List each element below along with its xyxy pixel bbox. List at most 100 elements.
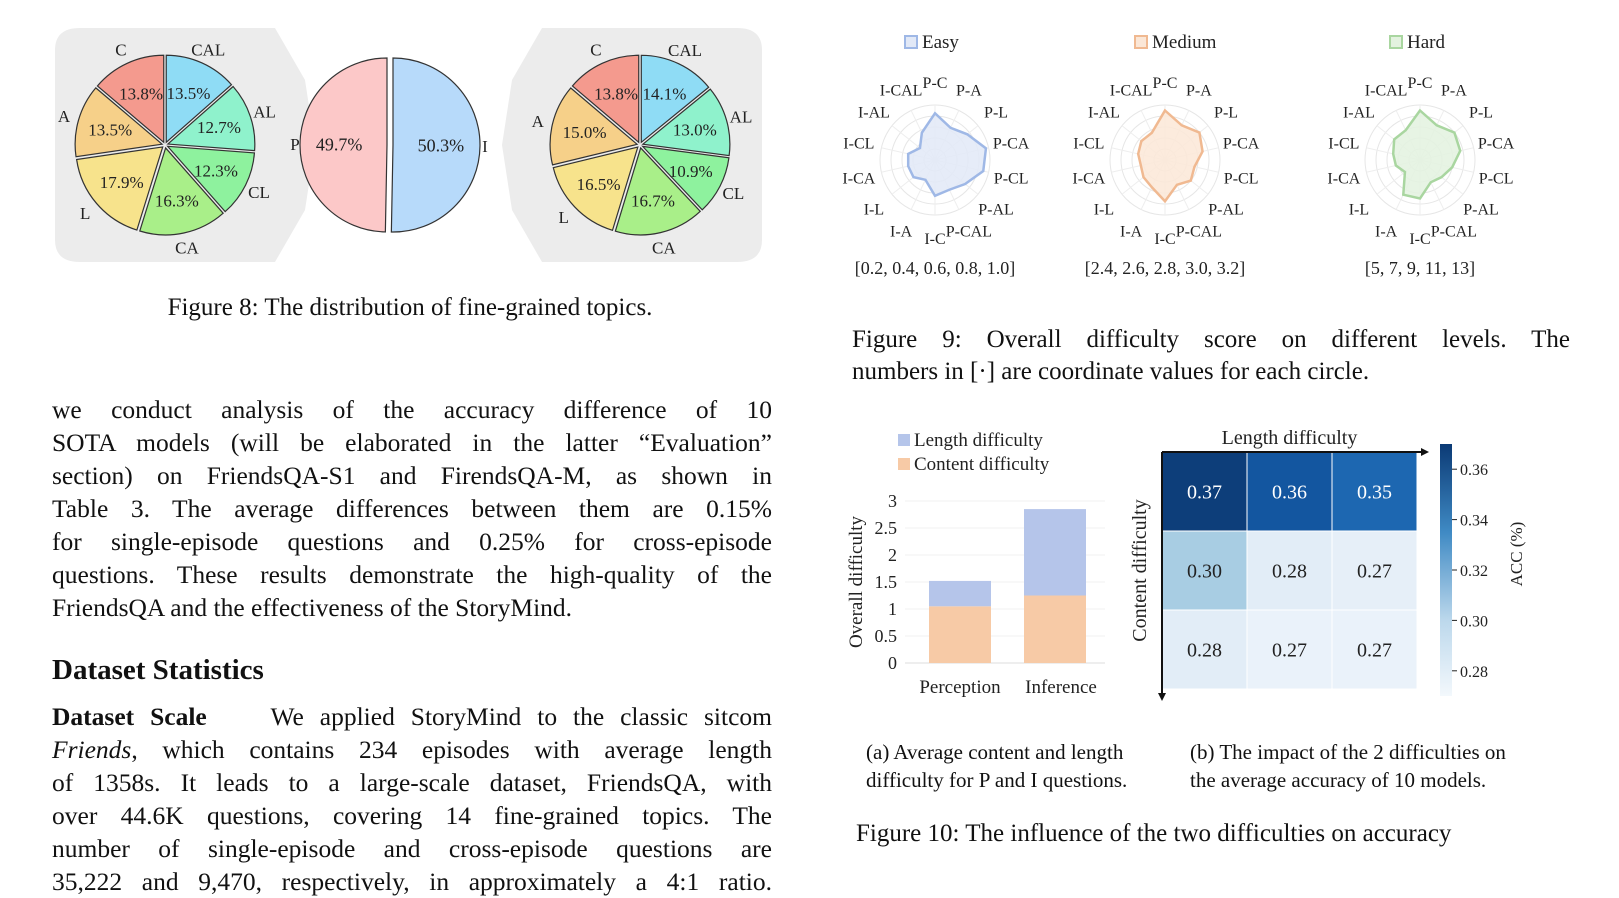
- radar-axis-label: I-A: [890, 223, 913, 240]
- radar-axis-label: P-CL: [994, 170, 1029, 187]
- radar-axis-label: I-L: [864, 202, 884, 219]
- radar-axis-label: I-L: [1349, 202, 1369, 219]
- radar-axis-label: I-L: [1094, 202, 1114, 219]
- legend-swatch: [898, 458, 910, 470]
- radar-axis-label: P-A: [1186, 83, 1212, 100]
- y-tick-label: 2: [888, 545, 897, 565]
- pie-value-label: 17.9%: [100, 173, 144, 192]
- radar-axis-label: I-C: [1154, 231, 1175, 248]
- legend-swatch: [1134, 35, 1148, 49]
- fig10-charts: Length difficulty Content difficulty 0 0.5 1…: [846, 427, 1526, 701]
- scale-lines: of 1358s. It leads to a large-scale data…: [52, 766, 772, 898]
- radar-axis-label: P-A: [956, 83, 982, 100]
- heatmap-cell-label: 0.28: [1187, 640, 1222, 662]
- x-tick-label: Inference: [1025, 677, 1097, 698]
- pie-slice-cl: [166, 145, 256, 213]
- radar-axis-label: P-L: [984, 104, 1008, 121]
- scale-line: of 1358s. It leads to a large-scale data…: [52, 768, 772, 797]
- paragraph-lines: we conduct analysis of the accuracy diff…: [52, 393, 772, 624]
- radar-axis-label: P-CAL: [1431, 223, 1477, 240]
- pie-value-label: 50.3%: [418, 135, 465, 155]
- radar-axis-label: P-AL: [1463, 202, 1499, 219]
- pie-slice-a: [74, 87, 164, 158]
- pie-value-label: 13.0%: [673, 120, 717, 139]
- figure-10: Length difficulty Content difficulty 0 0.5 1…: [840, 427, 1590, 730]
- legend-label: Content difficulty: [914, 454, 1050, 475]
- fig10b-caption-line1: (b) The impact of the 2 difficulties on: [1190, 740, 1506, 764]
- heatmap-x-label: Length difficulty: [1222, 430, 1358, 449]
- heatmap-chart: Length difficulty 0.37 0.36 0.35 0.30 0.28 0.2…: [1129, 427, 1429, 701]
- y-tick-label: 1.5: [875, 572, 898, 592]
- pie-value-label: 16.3%: [155, 192, 199, 211]
- radar-axis-label: P-AL: [1208, 202, 1244, 219]
- bar-segment: [1024, 595, 1086, 663]
- pie-category-label: CAL: [668, 41, 702, 60]
- pie-category-label: CL: [248, 183, 270, 202]
- x-tick-label: Perception: [919, 677, 1001, 698]
- fig8-caption: Figure 8: The distribution of fine-grain…: [167, 294, 653, 321]
- legend-swatch: [904, 35, 918, 49]
- figure-9: Easy P-C P-A P-L P-CA P-CL P-AL P-CAL I-C I-A I-L I…: [840, 20, 1580, 300]
- heatmap-cell: [1246, 530, 1333, 611]
- heatmap-cell-label: 0.30: [1187, 561, 1222, 583]
- radar-axis-label: I-CL: [1328, 136, 1359, 153]
- stacked-bar-chart: Length difficulty Content difficulty 0 0.5 1…: [846, 430, 1105, 698]
- radar-axis-label: I-CAL: [1365, 83, 1408, 100]
- dataset-scale-line2: Friends, which contains 234 episodes wit…: [52, 733, 772, 766]
- radar-tick-values: [5, 7, 9, 11, 13]: [1365, 258, 1475, 278]
- y-axis-label: Overall difficulty: [846, 515, 867, 648]
- y-tick-label: 3: [888, 491, 897, 511]
- scale-line: number of single-episode and cross-episo…: [52, 834, 772, 863]
- friends-italic: Friends: [52, 735, 132, 764]
- fig10a-caption-line2: difficulty for P and I questions.: [866, 768, 1128, 792]
- radar-axis-label: I-AL: [1088, 104, 1120, 121]
- pie-slice-p: [299, 57, 388, 233]
- center-pie: 50.3% I 49.7% P: [290, 57, 488, 233]
- radar-axis-label: P-C: [1153, 75, 1178, 92]
- pie-category-label: L: [80, 204, 90, 223]
- heatmap-cell: [1161, 609, 1248, 690]
- pie-category-label: A: [532, 112, 545, 131]
- pie-category-label: CL: [723, 184, 745, 203]
- pie-value-label: 12.3%: [194, 161, 238, 180]
- pie-value-label: 16.5%: [577, 175, 621, 194]
- heatmap-cell-label: 0.37: [1187, 482, 1222, 504]
- pie-slice-cal: [165, 54, 233, 144]
- pie-slice-c: [571, 54, 640, 144]
- pie-category-label: A: [58, 107, 71, 126]
- colorbar-label: ACC (%): [1507, 522, 1526, 587]
- bar-segment: [929, 606, 991, 663]
- pie-slice-l: [75, 146, 164, 231]
- heatmap-cell-label: 0.27: [1357, 561, 1392, 583]
- pie-category-label: P: [290, 135, 299, 154]
- body-paragraph: we conduct analysis of the accuracy diff…: [52, 393, 772, 624]
- y-tick-label: 0: [888, 653, 897, 673]
- pie-category-label: L: [558, 208, 568, 227]
- radar-axis-label: P-CA: [1478, 136, 1515, 153]
- radar-axis-label: I-CL: [1073, 136, 1104, 153]
- scale-line: 35,222 and 9,470, respectively, in appro…: [52, 867, 772, 896]
- colorbar-tick-label: 0.32: [1460, 563, 1488, 580]
- pie-category-label: AL: [253, 103, 276, 122]
- pie-category-label: AL: [730, 107, 753, 126]
- radar-axis-label: P-CAL: [946, 223, 992, 240]
- section-heading: Dataset Statistics: [52, 654, 264, 686]
- radar-axis-label: P-CA: [993, 136, 1030, 153]
- radar-axis-label: I-CA: [1327, 170, 1360, 187]
- bar-segment: [1024, 509, 1086, 596]
- right-pie: 14.1%CAL13.0%AL10.9%CL16.7%CA16.5%L15.0%…: [532, 41, 753, 258]
- radar-axis-label: P-L: [1469, 104, 1493, 121]
- radar-axis-label: P-C: [923, 75, 948, 92]
- pie-category-label: CAL: [191, 40, 225, 59]
- pie-slice-cal: [640, 54, 710, 144]
- radar-axis-label: I-CL: [843, 136, 874, 153]
- heatmap-cell-label: 0.27: [1272, 640, 1307, 662]
- pie-value-label: 16.7%: [631, 191, 675, 210]
- pie-category-label: CA: [652, 238, 676, 257]
- pie-value-label: 49.7%: [316, 135, 363, 155]
- pie-slice-al: [166, 85, 256, 152]
- radar-axis-label: I-C: [1409, 231, 1430, 248]
- pie-value-label: 15.0%: [563, 123, 607, 142]
- paragraph-line: for single-episode questions and 0.25% f…: [52, 527, 772, 556]
